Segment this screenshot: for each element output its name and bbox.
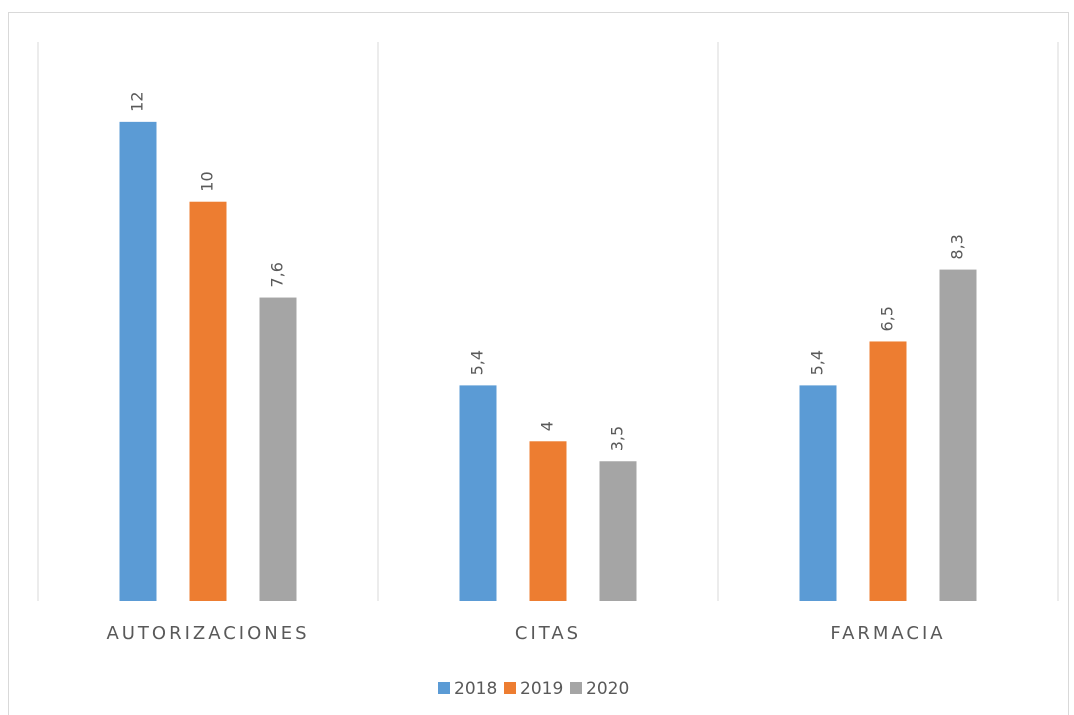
data-label: 12: [128, 91, 147, 111]
bar: [939, 269, 977, 601]
data-label: 4: [538, 421, 557, 431]
data-label: 8,3: [948, 234, 967, 259]
legend-label: 2020: [586, 679, 629, 699]
bar: [529, 441, 567, 601]
bar: [119, 121, 157, 601]
x-tick-label: AUTORIZACIONES: [106, 623, 309, 644]
legend-swatch: [438, 682, 450, 694]
x-tick-label: FARMACIA: [830, 623, 945, 644]
data-label: 5,4: [808, 350, 827, 375]
chart-frame: [8, 12, 1069, 715]
bar: [259, 297, 297, 601]
bar: [459, 385, 497, 601]
data-label: 6,5: [878, 306, 897, 331]
legend-label: 2019: [520, 679, 563, 699]
bar: [189, 201, 227, 601]
legend-label: 2018: [454, 679, 497, 699]
bar: [799, 385, 837, 601]
x-tick-label: CITAS: [515, 623, 581, 644]
data-label: 7,6: [268, 262, 287, 287]
legend-swatch: [504, 682, 516, 694]
data-label: 3,5: [608, 426, 627, 451]
legend-swatch: [570, 682, 582, 694]
bar: [869, 341, 907, 601]
data-label: 5,4: [468, 350, 487, 375]
bar: [599, 461, 637, 601]
data-label: 10: [198, 171, 217, 191]
